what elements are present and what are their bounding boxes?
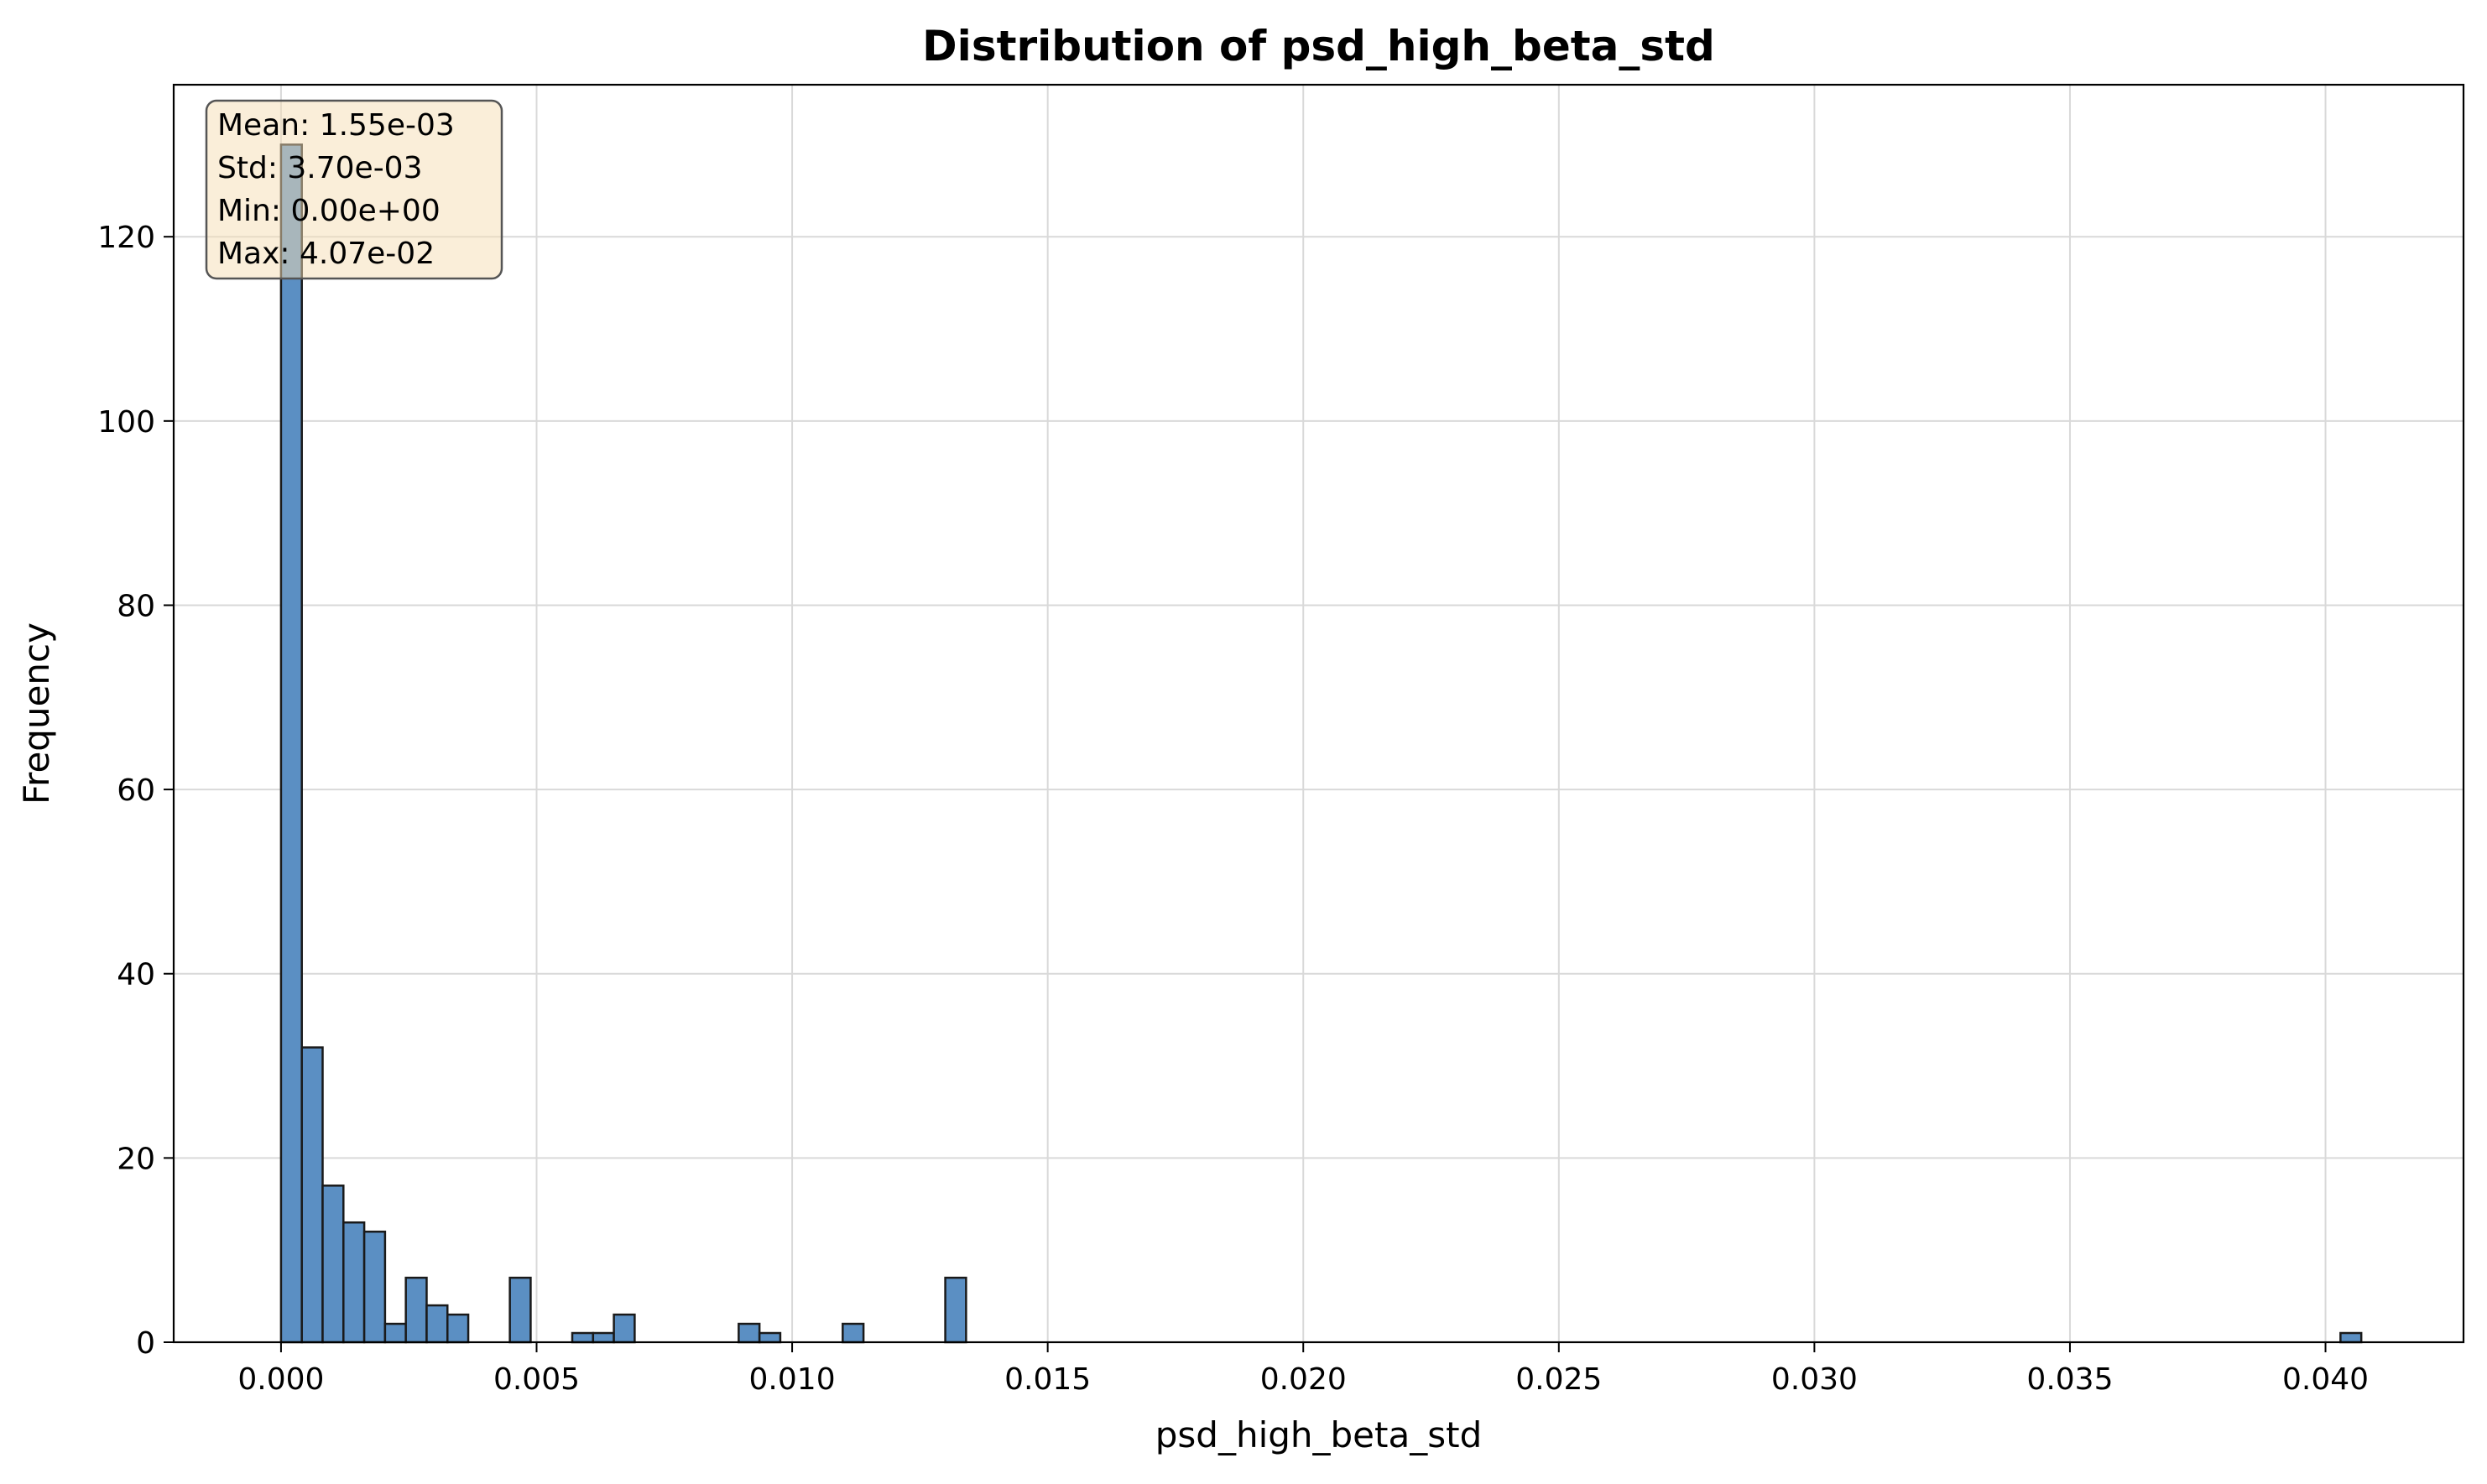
stats-std-text: Std: 3.70e-03	[217, 151, 423, 185]
histogram-bar	[842, 1322, 865, 1344]
axes-frame	[172, 83, 2465, 1344]
histogram-bar	[300, 1046, 324, 1344]
x-tick-label: 0.025	[1515, 1362, 1602, 1397]
histogram-bar	[446, 1313, 470, 1344]
x-tick-label: 0.000	[237, 1362, 324, 1397]
histogram-bar	[508, 1276, 532, 1344]
y-tick-label: 40	[117, 958, 155, 992]
histogram-bar	[592, 1331, 615, 1344]
y-tick-label: 60	[117, 773, 155, 808]
x-tick-label: 0.020	[1260, 1362, 1347, 1397]
stats-min-text: Min: 0.00e+00	[217, 194, 441, 228]
x-tick-label: 0.010	[749, 1362, 836, 1397]
histogram-bar	[738, 1322, 761, 1344]
x-tick-label: 0.030	[1771, 1362, 1858, 1397]
chart-title: Distribution of psd_high_beta_std	[922, 22, 1715, 70]
y-tick-label: 100	[97, 405, 155, 440]
x-tick-label: 0.035	[2026, 1362, 2113, 1397]
histogram-bar	[321, 1185, 345, 1344]
histogram-bar	[362, 1230, 387, 1344]
y-tick-label: 80	[117, 589, 155, 623]
ticks-layer: 0.000 0.005 0.010 0.015 0.020 0.025 0.030 0.035…	[97, 221, 2369, 1397]
histogram-bar	[2339, 1331, 2363, 1344]
histogram-bar	[404, 1276, 428, 1344]
y-axis-label: Frequency	[16, 622, 57, 804]
y-tick-label: 120	[97, 221, 155, 255]
histogram-bar	[279, 143, 303, 1344]
stats-mean-text: Mean: 1.55e-03	[217, 108, 455, 143]
stats-max-text: Max: 4.07e-02	[217, 237, 435, 271]
histogram-bar	[383, 1322, 407, 1344]
histogram-bar	[342, 1221, 366, 1344]
stats-box: Mean: 1.55e-03 Std: 3.70e-03 Min: 0.00e+…	[205, 99, 503, 280]
histogram-bar	[758, 1331, 782, 1344]
histogram-bar	[425, 1304, 449, 1344]
y-tick-label: 20	[117, 1142, 155, 1176]
x-tick-label: 0.005	[493, 1362, 580, 1397]
stats-box-background	[205, 99, 503, 280]
y-tick-label: 0	[136, 1326, 155, 1361]
histogram-bar	[613, 1313, 636, 1344]
x-tick-label: 0.015	[1004, 1362, 1091, 1397]
x-axis-label: psd_high_beta_std	[1155, 1414, 1482, 1455]
histogram-bar	[571, 1331, 595, 1344]
x-tick-label: 0.040	[2282, 1362, 2369, 1397]
histogram-bar	[944, 1276, 967, 1344]
